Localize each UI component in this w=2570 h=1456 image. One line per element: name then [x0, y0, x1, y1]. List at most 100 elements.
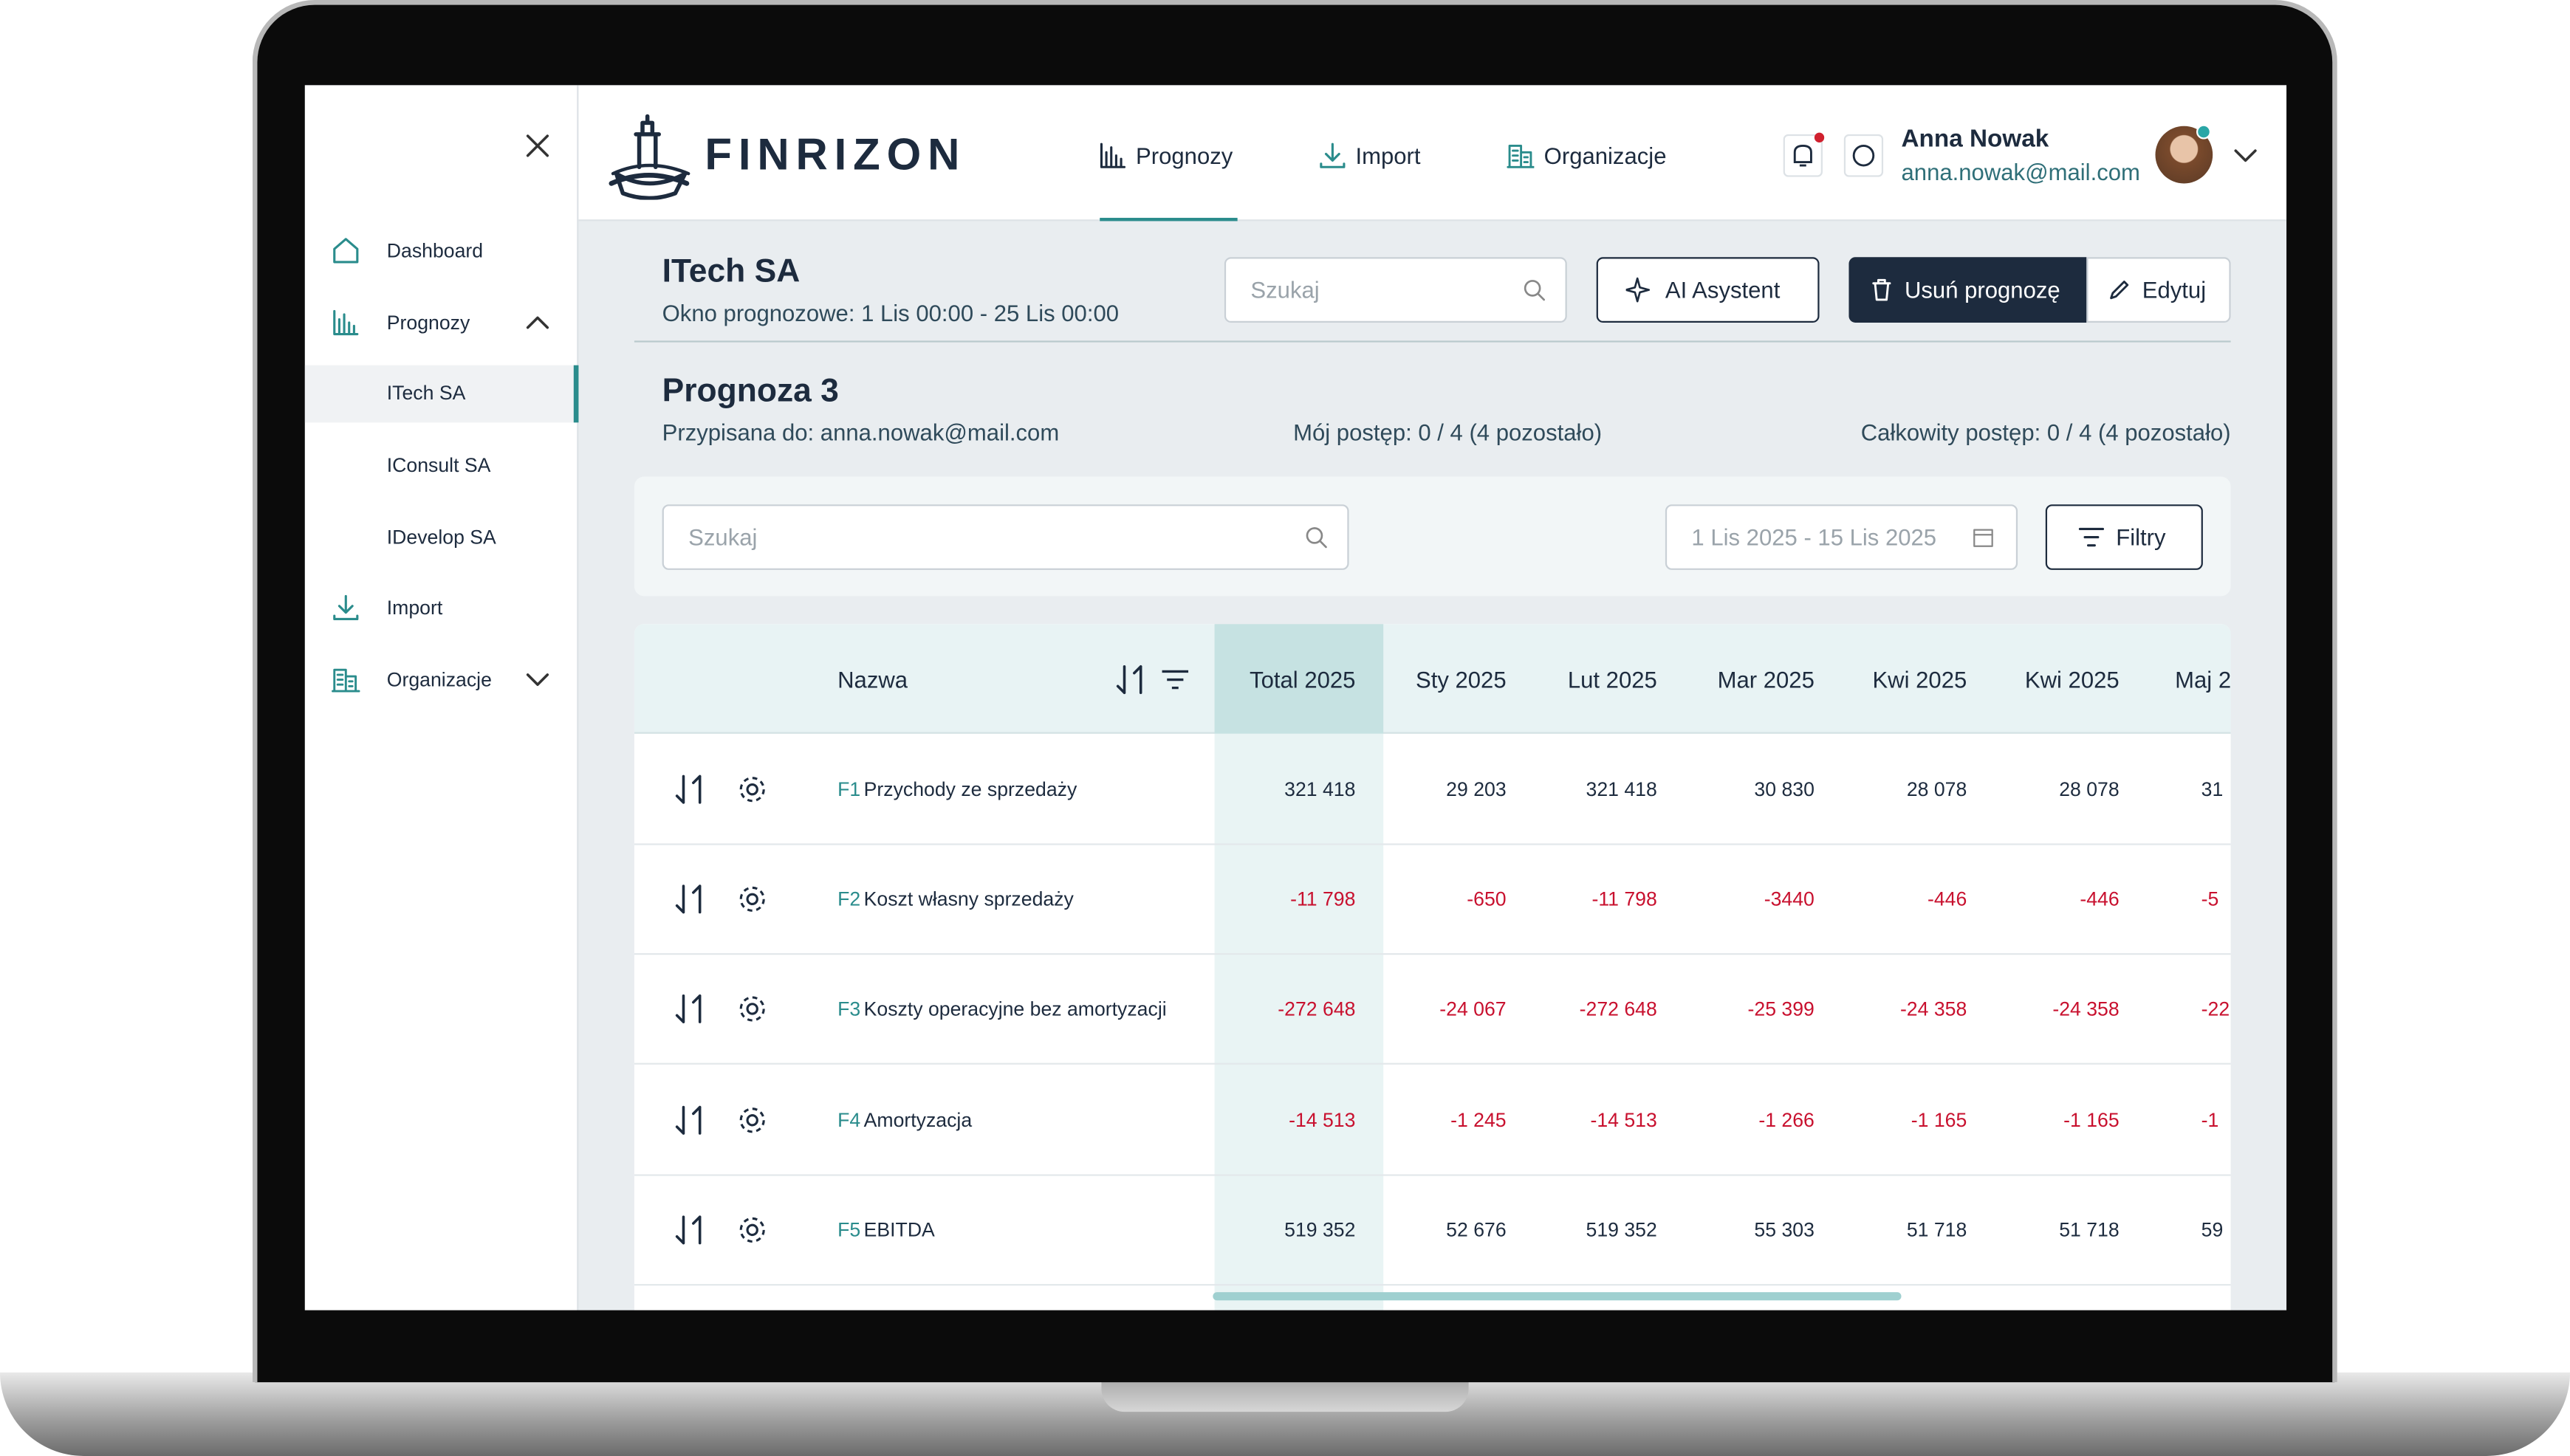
- total-column-header-bg: [1214, 624, 1384, 734]
- row-settings-button[interactable]: [736, 993, 769, 1026]
- horizontal-scrollbar[interactable]: [1213, 1292, 1902, 1301]
- row-settings-button[interactable]: [736, 1103, 769, 1136]
- sidebar-subitem[interactable]: IConsult SA: [386, 453, 491, 477]
- cell-value: 519 352: [1284, 1218, 1356, 1241]
- sidebar-item[interactable]: Dashboard: [386, 238, 484, 262]
- filter-search-placeholder: Szukaj: [688, 523, 758, 551]
- ai-button-label: AI Asystent: [1665, 276, 1781, 303]
- cell-value: 321 418: [1586, 777, 1657, 801]
- row-settings-button[interactable]: [736, 1213, 769, 1246]
- sort-button[interactable]: [1114, 662, 1151, 698]
- cell-value: -14 513: [1289, 1108, 1356, 1131]
- cell-value: 29 203: [1446, 777, 1507, 801]
- sidebar-subitem[interactable]: ITech SA: [386, 381, 466, 405]
- date-range: 1 Lis 2025 - 15 Lis 2025: [1691, 523, 1937, 551]
- sidebar-item[interactable]: Prognozy: [386, 311, 470, 334]
- sidebar-icon: [329, 663, 362, 696]
- row-code: F3: [837, 997, 861, 1021]
- filter-search[interactable]: [662, 504, 1349, 570]
- cell-value: -272 648: [1278, 997, 1356, 1021]
- cell-value: -11 798: [1591, 887, 1657, 911]
- chat-button[interactable]: [1843, 134, 1884, 177]
- search-input[interactable]: [1224, 257, 1567, 323]
- filter-button[interactable]: [1160, 667, 1190, 693]
- sidebar-subitem[interactable]: IDevelop SA: [386, 526, 496, 549]
- close-icon[interactable]: [524, 133, 551, 159]
- total-column-bg: [1214, 733, 1384, 1311]
- row-divider: [634, 1173, 2231, 1175]
- nav-tab[interactable]: Prognozy: [1136, 142, 1233, 169]
- row-code: F1: [837, 777, 861, 801]
- search-icon: [1305, 526, 1328, 549]
- nav-underline: [1100, 218, 1238, 222]
- cell-value: -14 513: [1590, 1108, 1657, 1131]
- search-icon: [1523, 278, 1546, 301]
- delete-button-label: Usuń prognozę: [1904, 276, 2060, 303]
- filter-icon: [2078, 526, 2105, 549]
- row-name: Przychody ze sprzedaży: [863, 777, 1077, 801]
- ai-button[interactable]: [1596, 257, 1820, 323]
- nav-icon: [1316, 140, 1346, 169]
- cell-value: 51 718: [1906, 1218, 1967, 1241]
- table-header: [634, 624, 2231, 734]
- brand-logo: FINRIZON: [705, 130, 967, 179]
- cell-value: -1 165: [2063, 1108, 2120, 1131]
- cell-value: -24 067: [1439, 997, 1507, 1021]
- filters-button[interactable]: [2045, 504, 2203, 570]
- date-range-input[interactable]: [1665, 504, 2018, 570]
- row-divider: [634, 1283, 2231, 1285]
- row-sort-button[interactable]: [674, 882, 710, 918]
- cell-value: 59: [2201, 1218, 2224, 1241]
- row-sort-button[interactable]: [674, 992, 710, 1028]
- table: Nazwa Total 2025 Sty 2025 Lut 2025 Mar 2025 K…: [634, 624, 2231, 1311]
- cell-value: -22: [2201, 997, 2230, 1021]
- total-progress: Całkowity postęp: 0 / 4 (4 pozostało): [1860, 419, 2231, 446]
- row-sort-button[interactable]: [674, 1212, 710, 1248]
- row-settings-button[interactable]: [736, 883, 769, 916]
- row-name: Amortyzacja: [863, 1108, 973, 1131]
- calendar-icon: [1972, 526, 1995, 549]
- nav-tab[interactable]: Organizacje: [1543, 142, 1667, 169]
- cell-value: -1 266: [1758, 1108, 1815, 1131]
- cell-value: 30 830: [1754, 777, 1815, 801]
- chevron-down[interactable]: [524, 668, 551, 691]
- nav-tab[interactable]: Import: [1355, 142, 1421, 169]
- cell-value: 28 078: [2059, 777, 2120, 801]
- sidebar-item[interactable]: Import: [386, 596, 443, 619]
- my-progress: Mój postęp: 0 / 4 (4 pozostało): [1293, 419, 1603, 446]
- user-name: Anna Nowak: [1901, 125, 2049, 154]
- cell-value: -1 165: [1911, 1108, 1967, 1131]
- row-sort-button[interactable]: [674, 1102, 710, 1138]
- chevron-up[interactable]: [524, 311, 551, 334]
- cell-value: -3440: [1764, 887, 1815, 911]
- assigned-to: Przypisana do: anna.nowak@mail.com: [662, 419, 1060, 446]
- sidebar-icon: [329, 234, 362, 267]
- column-header: Kwi 2025: [1872, 666, 1967, 693]
- row-code: F4: [837, 1108, 861, 1131]
- column-header: Lut 2025: [1567, 666, 1657, 693]
- notification-button[interactable]: [1783, 134, 1823, 177]
- column-header: Mar 2025: [1717, 666, 1815, 693]
- sidebar: [304, 85, 579, 1311]
- cell-value: 55 303: [1754, 1218, 1815, 1241]
- cell-value: -25 399: [1747, 997, 1815, 1021]
- sidebar-item[interactable]: Organizacje: [386, 668, 492, 692]
- cell-value: -1 245: [1450, 1108, 1507, 1131]
- cell-value: -11 798: [1290, 887, 1356, 911]
- user-menu-chevron[interactable]: [2233, 144, 2259, 164]
- cell-value: 519 352: [1586, 1218, 1657, 1241]
- row-sort-button[interactable]: [674, 772, 710, 808]
- nav-icon: [1097, 140, 1126, 169]
- user-email: anna.nowak@mail.com: [1901, 159, 2140, 185]
- sidebar-icon: [329, 591, 362, 624]
- row-settings-button[interactable]: [736, 773, 769, 806]
- pencil-icon: [2106, 277, 2133, 303]
- cell-value: 28 078: [1906, 777, 1967, 801]
- edit-button[interactable]: [2086, 257, 2231, 323]
- filters-button-label: Filtry: [2116, 523, 2166, 551]
- row-code: F2: [837, 887, 861, 911]
- top-bar: [578, 85, 2287, 222]
- sparkle-icon: [1625, 275, 1656, 305]
- row-name: Koszt własny sprzedaży: [863, 887, 1074, 911]
